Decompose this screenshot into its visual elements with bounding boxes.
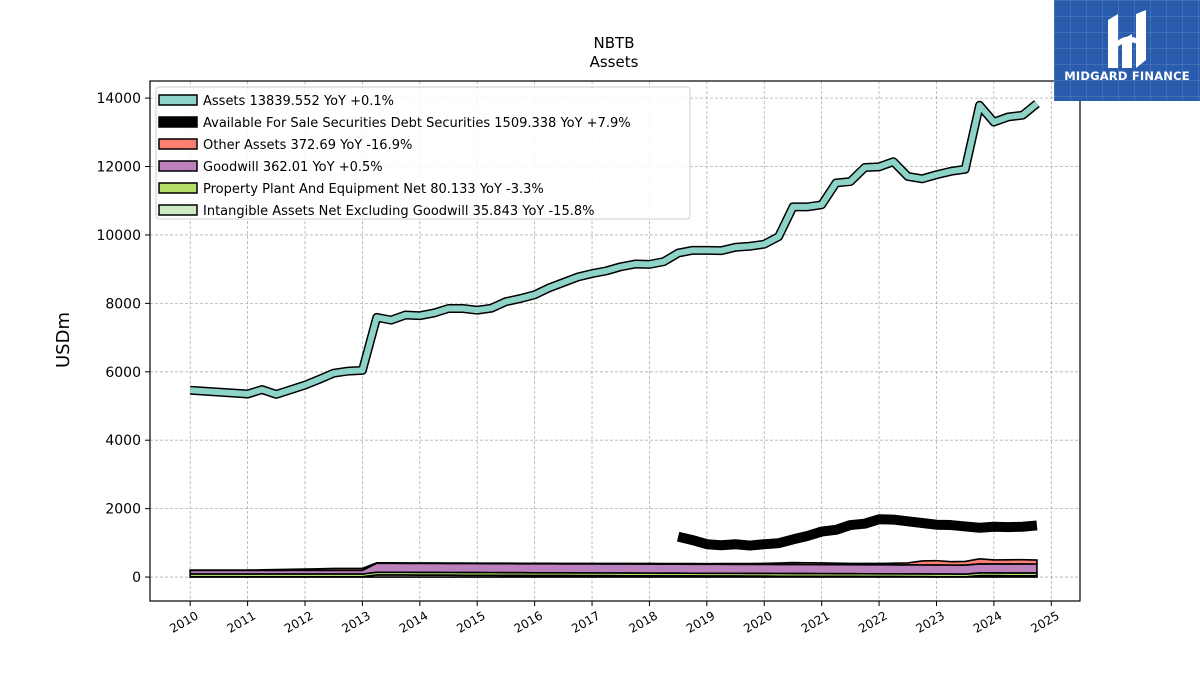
brand-logo: MIDGARD FINANCE — [1054, 0, 1200, 101]
legend-label: Other Assets 372.69 YoY -16.9% — [203, 138, 412, 153]
x-tick-label: 2016 — [512, 608, 545, 635]
y-tick-label: 0 — [132, 570, 141, 586]
chart-title: NBTB — [594, 34, 635, 52]
brand-name: MIDGARD FINANCE — [1064, 69, 1190, 83]
x-tick-label: 2012 — [282, 608, 315, 635]
y-tick-label: 10000 — [96, 228, 141, 244]
legend-swatch — [158, 182, 198, 194]
legend-label: Available For Sale Securities Debt Secur… — [203, 116, 631, 131]
y-tick-label: 12000 — [96, 160, 141, 176]
x-tick-label: 2017 — [569, 608, 602, 635]
x-tick-label: 2014 — [397, 608, 430, 635]
y-tick-label: 14000 — [96, 91, 141, 107]
legend-label: Intangible Assets Net Excluding Goodwill… — [203, 204, 594, 219]
legend-label: Goodwill 362.01 YoY +0.5% — [203, 160, 383, 175]
x-tick-label: 2010 — [167, 608, 200, 635]
area-intangible-assets-net-excluding-goodwill — [189, 574, 1038, 578]
legend: Assets 13839.552 YoY +0.1% Available For … — [155, 86, 691, 220]
y-tick-label: 4000 — [105, 433, 141, 449]
x-tick-label: 2025 — [1028, 608, 1061, 635]
plot-areas — [189, 558, 1038, 578]
y-tick-label: 6000 — [105, 365, 141, 381]
legend-swatch — [158, 138, 198, 150]
chart-subtitle: Assets — [590, 53, 639, 71]
plot-frame — [149, 80, 1081, 602]
plot-lines — [189, 100, 1040, 551]
x-tick-label: 2020 — [741, 608, 774, 635]
legend-label: Property Plant And Equipment Net 80.133 … — [203, 182, 544, 197]
x-tick-label: 2019 — [684, 608, 717, 635]
y-tick-label: 8000 — [105, 296, 141, 312]
legend-swatch — [158, 94, 198, 106]
y-tick-label: 2000 — [105, 502, 141, 518]
x-tick-label: 2018 — [626, 608, 659, 635]
line-available-for-sale-securities-debt-securities — [676, 514, 1038, 551]
legend-label: Assets 13839.552 YoY +0.1% — [203, 94, 394, 109]
x-tick-label: 2015 — [454, 608, 487, 635]
legend-swatch — [158, 204, 198, 216]
x-tick-label: 2013 — [339, 608, 372, 635]
x-tick-label: 2024 — [971, 608, 1004, 635]
x-tick-label: 2022 — [856, 608, 889, 635]
line-assets — [189, 101, 1039, 398]
legend-swatch — [158, 160, 198, 172]
legend-swatch — [158, 116, 198, 128]
x-tick-label: 2011 — [225, 608, 258, 635]
y-axis-label: USDm — [53, 312, 74, 368]
legend-box — [155, 86, 691, 220]
x-tick-label: 2021 — [799, 608, 832, 635]
logo-mark-icon — [1108, 10, 1146, 68]
x-tick-label: 2023 — [914, 608, 947, 635]
